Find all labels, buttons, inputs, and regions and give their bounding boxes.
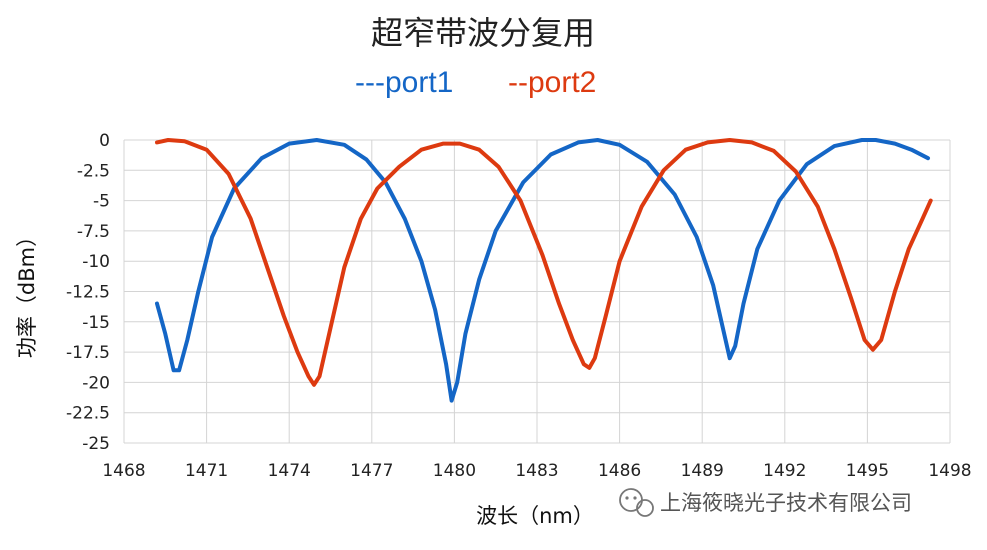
grid-lines [123,139,951,444]
y-tick-label: -15 [82,313,110,333]
y-tick-label: -22.5 [66,404,110,424]
y-tick-label: -10 [82,252,110,272]
y-tick-label: -12.5 [66,283,110,303]
x-tick-label: 1477 [350,461,393,481]
y-tick-label: -25 [82,434,110,454]
legend-port2: --port2 [508,66,596,99]
x-tick-label: 1471 [185,461,228,481]
x-tick-label: 1480 [433,461,476,481]
watermark: 上海筱晓光子技术有限公司 [619,488,912,517]
series-line-port1 [155,138,930,403]
x-axis-label: 波长（nm） [476,504,594,528]
x-tick-label: 1474 [268,461,311,481]
y-tick-label: -20 [82,373,110,393]
x-tick-label: 1498 [928,461,971,481]
y-tick-label: -7.5 [77,222,110,242]
x-tick-label: 1468 [102,461,145,481]
chart-title: 超窄带波分复用 [371,14,595,52]
x-tick-label: 1492 [763,461,806,481]
x-tick-label: 1486 [598,461,641,481]
y-tick-label: 0 [99,131,110,151]
y-axis-label: 功率（dBm） [15,226,39,358]
watermark-text: 上海筱晓光子技术有限公司 [660,491,912,515]
x-tick-label: 1483 [515,461,558,481]
y-tick-label: -17.5 [66,343,110,363]
series-lines [155,138,933,403]
y-tick-label: -5 [93,192,110,212]
y-tick-label: -2.5 [77,161,110,181]
legend-port1: ---port1 [355,66,453,99]
wechat-icon [619,488,654,517]
x-tick-labels: 1468 1471 1474 1477 1480 1483 1486 1489 1492 1495… [102,461,971,481]
y-tick-labels: 0 -2.5 -5 -7.5 -10 -12.5 -15 -17.5 -20 -22.5 -25 [66,131,110,454]
x-tick-label: 1495 [846,461,889,481]
x-tick-label: 1489 [681,461,724,481]
series-line-port2 [155,138,933,387]
